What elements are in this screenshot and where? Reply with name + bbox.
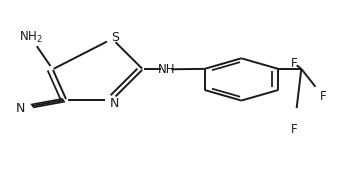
Text: NH$_2$: NH$_2$ [19,30,42,45]
Text: S: S [111,31,119,44]
Text: F: F [291,123,298,136]
Text: NH: NH [158,63,175,76]
Text: F: F [291,57,298,70]
Text: N: N [16,102,25,115]
Text: N: N [110,98,120,110]
Text: F: F [320,90,326,103]
